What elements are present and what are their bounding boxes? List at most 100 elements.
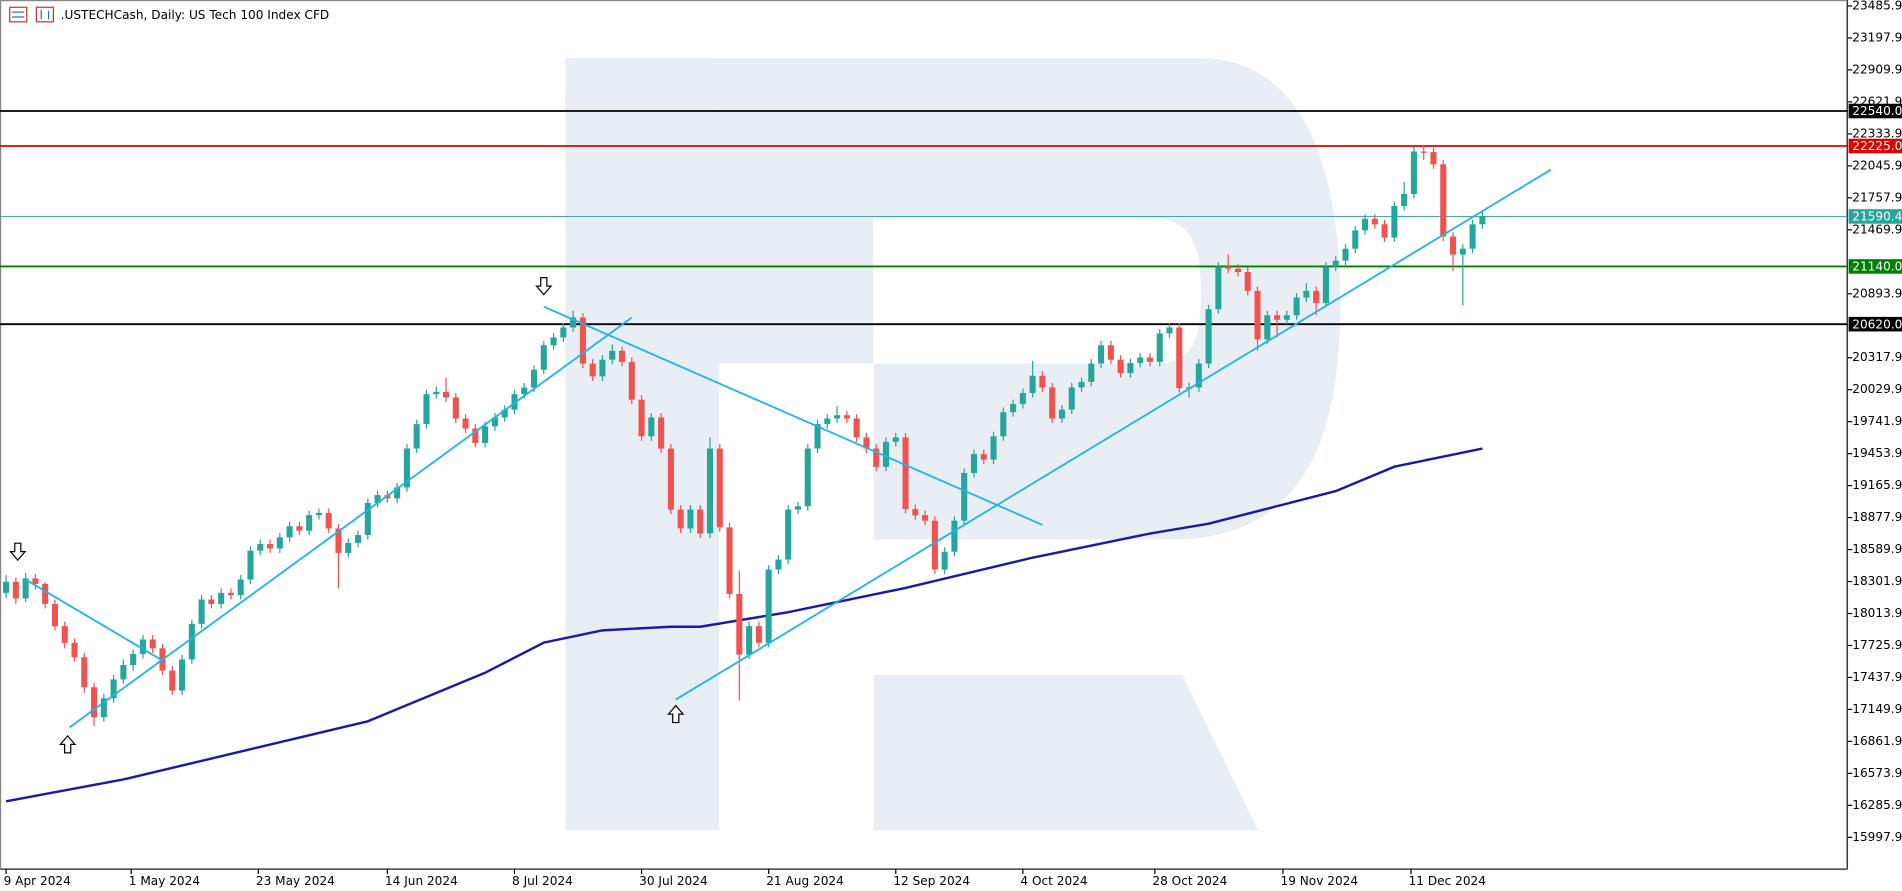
y-tick-label: 16861.9 <box>1852 734 1902 748</box>
candle-body <box>462 418 469 429</box>
candle-body <box>794 506 802 510</box>
candle-body <box>130 653 137 666</box>
candle-body <box>3 581 10 593</box>
candle-body <box>530 369 538 388</box>
candle-body <box>1225 266 1232 269</box>
candle-body <box>149 639 156 649</box>
level-label: 20620.0 <box>1852 317 1902 331</box>
candle-body <box>667 448 674 510</box>
arrow-marker <box>535 277 553 296</box>
candle-body <box>394 487 401 499</box>
y-tick-label: 18013.9 <box>1852 606 1902 620</box>
candle-body <box>1215 266 1222 310</box>
candle-body <box>775 559 782 570</box>
x-tick-label: 23 May 2024 <box>256 874 335 888</box>
candle-body <box>540 345 547 370</box>
candle-body <box>746 626 753 655</box>
candle-body <box>1107 345 1114 360</box>
y-tick-label: 17725.9 <box>1852 638 1902 652</box>
candle-body <box>423 394 430 425</box>
y-tick-label: 22909.9 <box>1852 62 1902 76</box>
candle-body <box>628 361 635 400</box>
candle-body <box>247 550 254 580</box>
candle-body <box>1274 315 1281 320</box>
candle-body <box>267 544 274 549</box>
level-label: 22540.0 <box>1852 104 1902 118</box>
trend-line <box>69 316 633 729</box>
candle-body <box>208 599 215 604</box>
candle-body <box>325 512 332 529</box>
icon[interactable] <box>35 6 54 23</box>
y-tick-label: 19165.9 <box>1852 478 1902 492</box>
candle-body <box>1450 236 1457 255</box>
candle-body <box>970 454 978 473</box>
candle-body <box>1166 327 1173 334</box>
watermark <box>565 58 1341 831</box>
candle-body <box>618 350 626 362</box>
candle-body <box>491 417 498 427</box>
candle-body <box>1420 151 1427 153</box>
candle-body <box>677 509 684 529</box>
candle-body <box>834 415 841 419</box>
candle-body <box>286 526 293 538</box>
candle-body <box>824 418 831 425</box>
x-tick-label: 8 Jul 2024 <box>512 874 573 888</box>
candle-body <box>716 448 723 528</box>
x-tick-label: 28 Oct 2024 <box>1152 874 1227 888</box>
candle-body <box>179 659 186 691</box>
candle-body <box>1058 409 1065 419</box>
trend-line <box>543 305 1043 526</box>
candle-body <box>599 359 606 377</box>
candle-body <box>638 399 645 437</box>
trend-line <box>675 168 1552 701</box>
candle-body <box>32 578 39 584</box>
candle-body <box>755 626 762 643</box>
candle-body <box>931 520 938 570</box>
candle-body <box>873 448 880 467</box>
candle-body <box>1068 387 1075 410</box>
candle-body <box>1371 218 1378 225</box>
y-tick-label: 17149.9 <box>1852 702 1902 716</box>
level-label-box <box>1848 259 1902 274</box>
candle-body <box>1205 309 1212 364</box>
candle-body <box>1391 206 1398 238</box>
candle-body <box>315 512 322 516</box>
candle-body <box>169 670 176 691</box>
candle-body <box>521 387 528 395</box>
candle-body <box>1234 268 1241 273</box>
x-tick-label: 4 Oct 2024 <box>1020 874 1087 888</box>
candle-body <box>658 417 665 449</box>
candle-body <box>442 391 450 398</box>
candle-body <box>765 569 772 643</box>
candle-body <box>12 581 19 599</box>
candle-body <box>1332 260 1339 267</box>
candle-body <box>609 350 616 360</box>
x-tick-label: 19 Nov 2024 <box>1280 874 1358 888</box>
candle-body <box>843 415 850 419</box>
candle-body <box>687 509 694 529</box>
candle-body <box>941 551 948 570</box>
candle-body <box>345 542 352 553</box>
level-label: 21140.0 <box>1852 260 1902 274</box>
icon[interactable] <box>9 6 28 23</box>
candle-body <box>697 509 704 534</box>
candle-body <box>1381 224 1388 238</box>
y-tick-label: 21469.9 <box>1852 222 1902 236</box>
candle-body <box>22 578 29 599</box>
candle-body <box>1303 290 1310 298</box>
candle-body <box>980 454 987 460</box>
candle-body <box>511 394 518 410</box>
candle-body <box>1127 363 1134 374</box>
candle-body <box>570 317 577 328</box>
candle-body <box>1195 363 1202 388</box>
chart-title: .USTECHCash, Daily: US Tech 100 Index CF… <box>61 8 330 22</box>
candle-body <box>1293 297 1300 316</box>
candle-body <box>1156 333 1163 362</box>
arrow-marker <box>9 542 27 562</box>
level-label-box <box>1848 138 1902 154</box>
candle-body <box>452 397 459 419</box>
x-tick-label: 1 May 2024 <box>129 874 201 888</box>
candle-body <box>198 599 205 624</box>
